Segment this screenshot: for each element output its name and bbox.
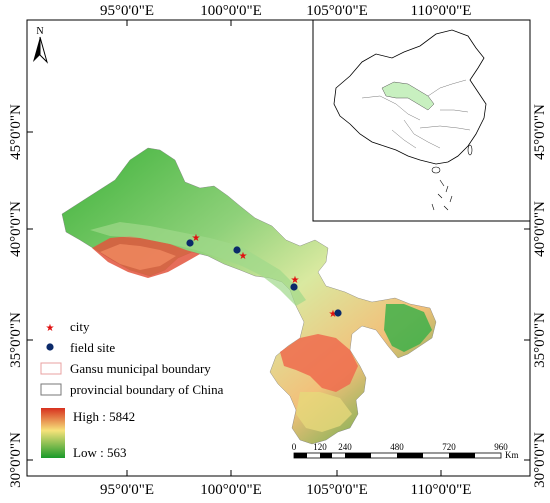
city-markers: ★ ★ ★ ★ — [192, 233, 338, 320]
lat-label-left-40: 40°0'0"N — [8, 201, 24, 257]
field-site-marker — [290, 283, 298, 291]
city-marker: ★ — [239, 251, 248, 262]
south-china-sea-islands — [431, 179, 453, 211]
inset-china-map — [312, 19, 531, 222]
scale-tick-label: 0 — [292, 442, 297, 452]
legend-municipal-swatch — [40, 362, 62, 375]
legend: ★ city field site Gansu municipal bounda… — [40, 319, 224, 460]
city-marker: ★ — [291, 275, 300, 286]
city-marker: ★ — [192, 233, 201, 244]
lat-label-right-40: 40°0'0"N — [532, 201, 548, 257]
lon-label-bottom-100: 100°0'0"E — [200, 482, 262, 498]
hainan-island — [431, 166, 441, 174]
hexi-corridor — [90, 222, 306, 306]
scale-tick-label: 480 — [390, 442, 404, 452]
qilian-mountains-highlight — [100, 244, 176, 270]
scale-bar: 0 120 240 480 720 960 Km — [292, 442, 519, 460]
scale-tick-label: 960 — [494, 442, 508, 452]
lon-label-top-105: 105°0'0"E — [306, 3, 368, 19]
gansu-elevation-map — [61, 147, 437, 445]
lat-label-right-35: 35°0'0"N — [532, 312, 548, 368]
legend-city-icon: ★ — [46, 323, 55, 334]
legend-city-label: city — [70, 319, 90, 334]
field-site-marker — [233, 246, 241, 254]
lat-label-right-45: 45°0'0"N — [532, 104, 548, 160]
taiwan-island — [467, 144, 473, 156]
lon-label-bottom-95: 95°0'0"E — [100, 482, 154, 498]
eastern-plateau — [384, 304, 432, 352]
legend-field-site-icon — [46, 343, 54, 351]
lon-label-bottom-110: 110°0'0"E — [411, 482, 472, 498]
scale-tick-label: 720 — [442, 442, 456, 452]
legend-elevation-gradient — [41, 408, 65, 458]
lon-label-top-95: 95°0'0"E — [100, 3, 154, 19]
lat-label-left-30: 30°0'0"N — [8, 432, 24, 488]
inset-gansu-highlight — [381, 81, 435, 111]
legend-provincial-swatch — [40, 383, 62, 396]
scale-tick-label: 240 — [338, 442, 352, 452]
lon-label-top-110: 110°0'0"E — [411, 3, 472, 19]
field-site-marker — [334, 309, 342, 317]
lat-label-left-35: 35°0'0"N — [8, 312, 24, 368]
southern-highlands-yellow — [296, 392, 352, 432]
north-arrow-icon: N — [33, 26, 48, 64]
field-site-marker — [186, 239, 194, 247]
scale-unit: Km — [505, 450, 519, 460]
lat-label-right-30: 30°0'0"N — [532, 432, 548, 488]
inset-provincial-lines — [361, 79, 471, 149]
lon-label-top-100: 100°0'0"E — [200, 3, 262, 19]
lon-label-bottom-105: 105°0'0"E — [306, 482, 368, 498]
legend-low-label: Low : 563 — [73, 445, 126, 460]
legend-field-site-label: field site — [70, 340, 115, 355]
lat-label-left-45: 45°0'0"N — [8, 104, 24, 160]
legend-provincial-label: provincial boundary of China — [70, 382, 224, 397]
southern-highlands — [280, 334, 358, 392]
city-marker: ★ — [329, 309, 338, 320]
legend-municipal-label: Gansu municipal boundary — [70, 361, 211, 376]
field-site-markers — [186, 239, 342, 317]
scale-tick-label: 120 — [313, 442, 327, 452]
legend-high-label: High : 5842 — [73, 409, 135, 424]
north-arrow-label: N — [36, 26, 43, 37]
